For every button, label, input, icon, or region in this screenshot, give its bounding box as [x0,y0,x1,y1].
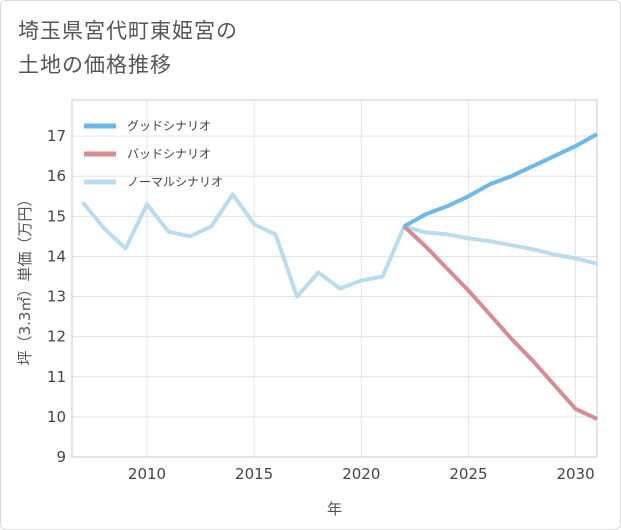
x-tick-label: 2025 [449,465,487,483]
y-tick-label: 10 [47,408,66,426]
y-tick-label: 12 [47,328,66,346]
legend-label: グッドシナリオ [127,119,211,133]
page-title: 埼玉県宮代町東姫宮の 土地の価格推移 [18,14,238,82]
series-line-3 [81,192,598,299]
x-tick-label: 2020 [342,465,380,483]
x-tick-label: 2015 [235,465,273,483]
y-tick-label: 13 [47,288,66,306]
series-lines [81,132,598,421]
x-tick-label: 2010 [128,465,166,483]
x-tick-label: 2030 [556,465,594,483]
axis-ticks: 9 10 11 12 13 14 15 16 17 2010 2015 2020 2025 2030 [47,127,595,483]
title-line-1: 埼玉県宮代町東姫宮の [18,19,238,43]
plot-area [71,99,598,458]
y-tick-label: 17 [47,127,66,145]
y-tick-label: 9 [56,448,66,466]
x-axis-label: 年 [327,500,342,518]
y-tick-label: 14 [47,247,66,265]
y-tick-label: 16 [47,167,66,185]
legend-label: ノーマルシナリオ [127,175,223,189]
title-line-2: 土地の価格推移 [18,53,172,77]
legend-label: バッドシナリオ [127,147,211,161]
series-line-1 [403,132,598,229]
y-axis-label: 坪（3.3㎡）単価（万円） [16,192,34,366]
y-tick-label: 15 [47,207,66,225]
series-line-2 [402,224,598,421]
y-tick-label: 11 [47,368,66,386]
